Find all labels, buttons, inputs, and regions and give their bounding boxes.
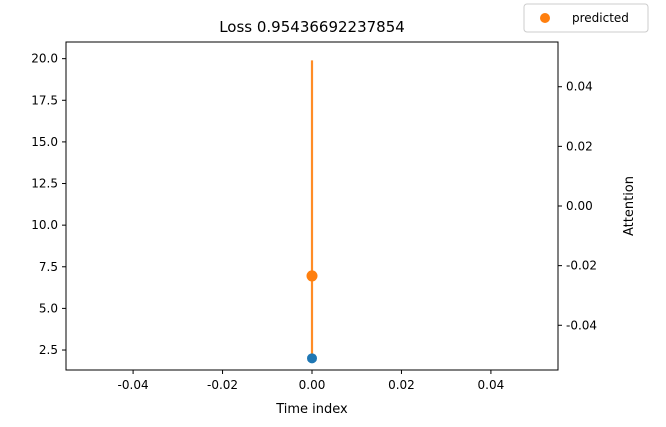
- x-tick-label-0: -0.04: [118, 378, 149, 392]
- y2-tick-label-3: 0.02: [566, 139, 593, 153]
- y2-tick-label-0: -0.04: [566, 318, 597, 332]
- y2-tick-label-4: 0.04: [566, 80, 593, 94]
- y2-tick-label-1: -0.02: [566, 259, 597, 273]
- legend: predicted: [523, 3, 649, 33]
- x-tick-label-1: -0.02: [207, 378, 238, 392]
- y-tick-label-1: 5.0: [39, 301, 58, 315]
- plot-area: [306, 60, 318, 364]
- y-tick-label-6: 17.5: [31, 93, 58, 107]
- x-tick-label-4: 0.04: [478, 378, 505, 392]
- axes: -0.04 -0.02 0.00 0.02 0.04 2.5 5.0 7.5 10.0 12.5 1…: [31, 41, 597, 392]
- y-tick-label-7: 20.0: [31, 52, 58, 66]
- y2-axis-title: Attention: [622, 176, 637, 236]
- x-tick-label-3: 0.02: [388, 378, 415, 392]
- y-tick-label-3: 10.0: [31, 218, 58, 232]
- legend-label-predicted: predicted: [572, 11, 629, 25]
- x-tick-label-2: 0.00: [299, 378, 326, 392]
- x-axis-title: Time index: [275, 402, 348, 417]
- y-tick-label-5: 15.0: [31, 135, 58, 149]
- legend-marker-predicted: [540, 13, 550, 23]
- legend-box: [523, 3, 649, 33]
- chart-title: Loss 0.95436692237854: [219, 18, 405, 36]
- y-tick-label-0: 2.5: [39, 343, 58, 357]
- actual-point-0: [307, 353, 317, 364]
- predicted-point-0: [306, 270, 318, 282]
- y2-tick-label-2: 0.00: [566, 199, 593, 213]
- y-tick-label-2: 7.5: [39, 260, 58, 274]
- y-tick-label-4: 12.5: [31, 177, 58, 191]
